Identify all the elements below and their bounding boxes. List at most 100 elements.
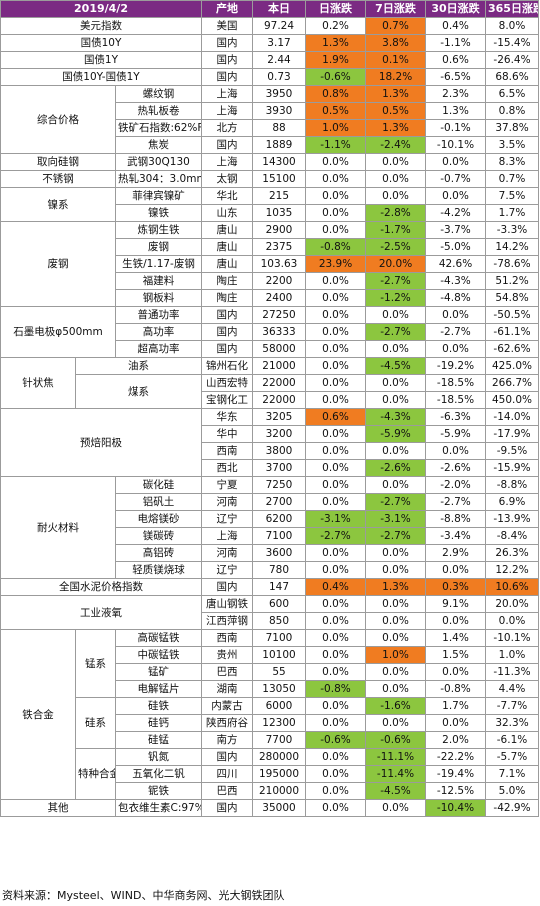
- daily-change-cell: 0.5%: [305, 102, 366, 120]
- header-date: 2019/4/2: [0, 0, 202, 18]
- today-value-cell: 2900: [252, 221, 306, 239]
- product-cell: 高碳锰铁: [115, 629, 202, 647]
- daily-change-cell: 0.0%: [305, 646, 366, 664]
- daily-change-cell: 1.0%: [305, 119, 366, 137]
- product-cell: 硅锰: [115, 731, 202, 749]
- daily-change-cell: 0.0%: [305, 340, 366, 358]
- table-row: 镁碳砖 上海 7100 -2.7% -2.7% -3.4% -8.4%: [1, 527, 539, 545]
- header-30day-change: 30日涨跌: [425, 0, 486, 18]
- month-change-cell: -10.4%: [425, 799, 486, 817]
- year-change-cell: 7.1%: [485, 765, 539, 783]
- table-row: 特种合金钒氮国内2800000.0%-11.1%-22.2%-5.7%: [1, 748, 539, 800]
- group-label-cell: 镍系: [0, 187, 116, 222]
- group-label-cell: 铁合金: [0, 629, 76, 800]
- month-change-cell: 0.3%: [425, 578, 486, 596]
- table-row: 锰矿 巴西 55 0.0% 0.0% 0.0% -11.3%: [1, 663, 539, 681]
- today-value-cell: 3205: [252, 408, 306, 426]
- today-value-cell: 58000: [252, 340, 306, 358]
- daily-change-cell: -0.8%: [305, 238, 366, 256]
- region-cell: 国内: [201, 51, 253, 69]
- month-change-cell: -19.2%: [425, 357, 486, 375]
- commodity-price-table: 2019/4/2 产地 本日 日涨跌 7日涨跌 30日涨跌 365日涨跌 美元指…: [0, 0, 539, 817]
- year-change-cell: 8.3%: [485, 153, 539, 171]
- daily-change-cell: 0.0%: [305, 221, 366, 239]
- region-cell: 上海: [201, 102, 253, 120]
- product-cell: 生铁/1.17-废钢: [115, 255, 202, 273]
- region-cell: 国内: [201, 799, 253, 817]
- year-change-cell: -61.1%: [485, 323, 539, 341]
- month-change-cell: -5.0%: [425, 238, 486, 256]
- month-change-cell: -0.7%: [425, 170, 486, 188]
- week-change-cell: -11.1%: [365, 748, 426, 766]
- region-cell: 国内: [201, 68, 253, 86]
- year-change-cell: 6.9%: [485, 493, 539, 511]
- region-cell: 西南: [201, 442, 253, 460]
- product-cell: 硅钙: [115, 714, 202, 732]
- year-change-cell: -10.1%: [485, 629, 539, 647]
- week-change-cell: 0.1%: [365, 51, 426, 69]
- daily-change-cell: 0.0%: [305, 595, 366, 613]
- month-change-cell: -4.8%: [425, 289, 486, 307]
- today-value-cell: 7250: [252, 476, 306, 494]
- region-cell: 国内: [201, 578, 253, 596]
- year-change-cell: 10.6%: [485, 578, 539, 596]
- table-row: 取向硅钢 武钢30Q130 上海 14300 0.0% 0.0% 0.0% 8.3%: [0, 153, 539, 171]
- today-value-cell: 3.17: [252, 34, 306, 52]
- region-cell: 华中: [201, 425, 253, 443]
- region-cell: 南方: [201, 731, 253, 749]
- week-change-cell: -2.8%: [365, 204, 426, 222]
- daily-change-cell: 0.0%: [305, 493, 366, 511]
- product-cell: 福建料: [115, 272, 202, 290]
- table-row: 耐火材料 碳化硅 宁夏 7250 0.0% 0.0% -2.0% -8.8%: [0, 476, 539, 579]
- subgroup-label-cell: 煤系: [75, 374, 202, 409]
- header-region: 产地: [201, 0, 253, 18]
- month-change-cell: -2.7%: [425, 323, 486, 341]
- region-cell: 国内: [201, 306, 253, 324]
- table-row: 硅钙 陕西府谷 12300 0.0% 0.0% 0.0% 32.3%: [1, 714, 539, 732]
- daily-change-cell: 0.0%: [305, 782, 366, 800]
- year-change-cell: -14.0%: [485, 408, 539, 426]
- year-change-cell: -7.7%: [485, 697, 539, 715]
- today-value-cell: 12300: [252, 714, 306, 732]
- product-cell: 普通功率: [115, 306, 202, 324]
- group-label-cell: 取向硅钢: [0, 153, 116, 171]
- table-row: 其他 包衣维生素C:97% 国内 35000 0.0% 0.0% -10.4% -42.9%: [0, 799, 539, 817]
- today-value-cell: 7700: [252, 731, 306, 749]
- year-change-cell: -5.7%: [485, 748, 539, 766]
- today-value-cell: 2700: [252, 493, 306, 511]
- header-today: 本日: [252, 0, 306, 18]
- month-change-cell: -18.5%: [425, 391, 486, 409]
- region-cell: 西北: [201, 459, 253, 477]
- week-change-cell: 0.0%: [365, 442, 426, 460]
- today-value-cell: 1889: [252, 136, 306, 154]
- table-row: 轻质镁烧球 辽宁 780 0.0% 0.0% 0.0% 12.2%: [1, 561, 539, 579]
- table-row: 国债10Y 国内 3.17 1.3% 3.8% -1.1% -15.4%: [0, 34, 539, 52]
- week-change-cell: 1.3%: [365, 85, 426, 103]
- today-value-cell: 850: [252, 612, 306, 630]
- month-change-cell: -12.5%: [425, 782, 486, 800]
- table-row: 高功率 国内 36333 0.0% -2.7% -2.7% -61.1%: [1, 323, 539, 341]
- daily-change-cell: -1.1%: [305, 136, 366, 154]
- week-change-cell: -2.7%: [365, 527, 426, 545]
- week-change-cell: -1.6%: [365, 697, 426, 715]
- today-value-cell: 280000: [252, 748, 306, 766]
- today-value-cell: 21000: [252, 357, 306, 375]
- region-cell: 巴西: [201, 663, 253, 681]
- year-change-cell: -17.9%: [485, 425, 539, 443]
- year-change-cell: -15.9%: [485, 459, 539, 477]
- product-cell: 菲律宾镍矿: [115, 187, 202, 205]
- product-cell: 五氧化二钒: [115, 765, 202, 783]
- table-row: 铁矿石指数:62%Fe 北方 88 1.0% 1.3% -0.1% 37.8%: [1, 119, 539, 137]
- week-change-cell: 0.0%: [365, 153, 426, 171]
- month-change-cell: -5.9%: [425, 425, 486, 443]
- region-cell: 太钢: [201, 170, 253, 188]
- week-change-cell: -2.4%: [365, 136, 426, 154]
- daily-change-cell: 0.0%: [305, 272, 366, 290]
- today-value-cell: 103.63: [252, 255, 306, 273]
- today-value-cell: 22000: [252, 391, 306, 409]
- table-row: 工业液氧 唐山钢铁 600 0.0% 0.0% 9.1% 20.0%: [0, 595, 539, 630]
- week-change-cell: -5.9%: [365, 425, 426, 443]
- group-label-cell: 石墨电极φ500mm: [0, 306, 116, 358]
- week-change-cell: 0.0%: [365, 391, 426, 409]
- table-row: 西北 3700 0.0% -2.6% -2.6% -15.9%: [1, 459, 539, 477]
